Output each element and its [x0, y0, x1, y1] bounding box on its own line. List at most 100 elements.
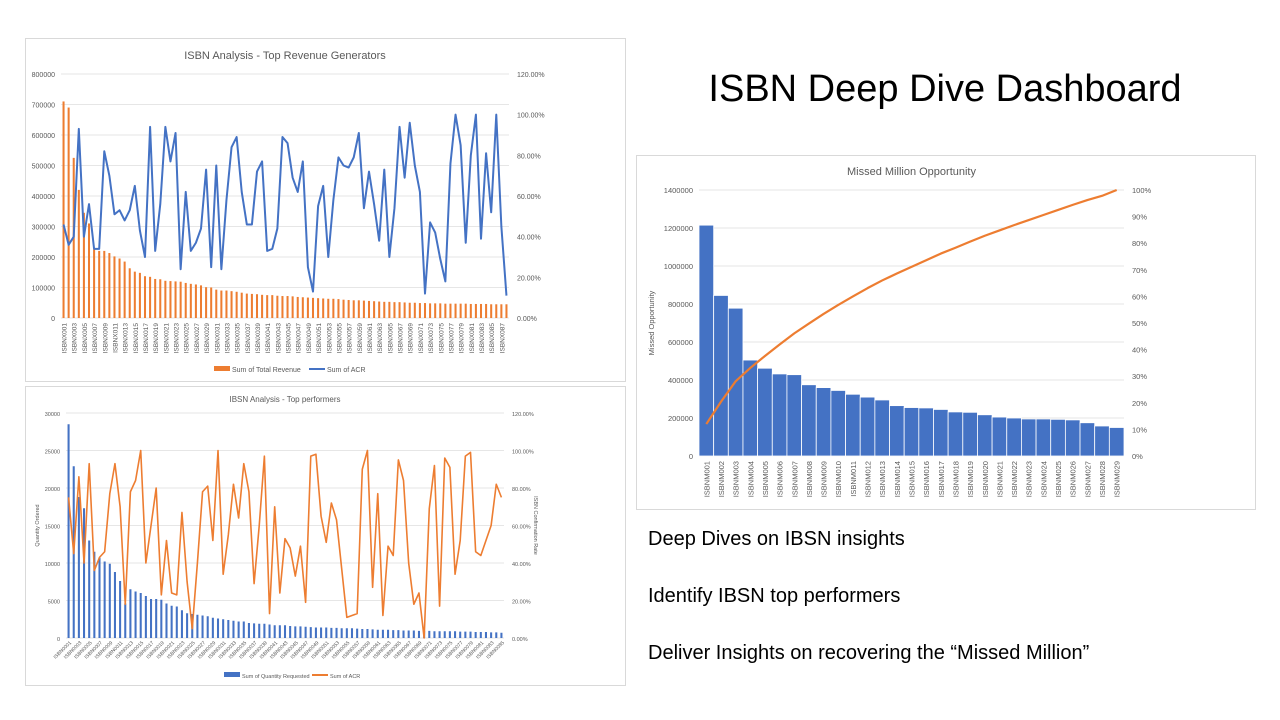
- bar: [143, 276, 147, 318]
- legend-label: Sum of ACR: [327, 367, 366, 374]
- x-tick-label: ISBNX017: [143, 323, 150, 354]
- x-tick-label: ISBNX019: [153, 323, 160, 354]
- bar: [159, 279, 162, 318]
- bar: [88, 540, 91, 638]
- bar: [366, 629, 369, 638]
- bar: [337, 299, 340, 318]
- x-tick-label: ISBNX027: [194, 323, 201, 354]
- bar: [210, 287, 213, 318]
- bar: [93, 249, 96, 318]
- y-tick-label: 30000: [45, 412, 60, 418]
- bar: [186, 613, 189, 638]
- bar: [500, 632, 503, 638]
- bar: [268, 624, 271, 638]
- y-tick-label: 200000: [32, 255, 55, 262]
- bar: [118, 258, 121, 318]
- x-tick-label: ISBNX081: [469, 323, 476, 354]
- bar: [505, 304, 508, 318]
- bullet-deep-dives: Deep Dives on IBSN insights: [648, 528, 905, 550]
- bar: [296, 296, 299, 318]
- y2-tick-label: 60%: [1132, 292, 1147, 301]
- y-tick-label: 15000: [45, 525, 60, 531]
- bar: [423, 303, 427, 318]
- x-tick-label: ISBNX005: [82, 323, 89, 354]
- bar: [449, 303, 452, 318]
- bar: [108, 563, 111, 638]
- x-tick-label: ISBNM010: [834, 461, 843, 497]
- bar: [160, 599, 163, 638]
- legend-label: Sum of Quantity Requested: [242, 674, 310, 680]
- bar: [991, 416, 1008, 457]
- bar: [771, 373, 788, 457]
- bar: [230, 291, 233, 318]
- bar: [347, 300, 350, 318]
- bar: [918, 407, 934, 457]
- x-tick-label: ISBNX025: [184, 323, 191, 354]
- y2-tick-label: 0.00%: [517, 316, 537, 323]
- bar: [479, 632, 482, 638]
- bar: [408, 302, 411, 318]
- bar: [155, 599, 158, 638]
- missed-million-chart-svg: Missed Million Opportunity 0 200000 400000 6…: [647, 166, 1152, 497]
- bar: [301, 297, 304, 318]
- chart-title: ISBN Analysis - Top Revenue Generators: [184, 50, 386, 62]
- x-tick-label: ISBNX059: [357, 323, 364, 354]
- bar: [464, 303, 467, 318]
- bar: [138, 272, 141, 318]
- bar: [357, 300, 360, 318]
- bullet-missed-million: Deliver Insights on recovering the “Miss…: [648, 642, 1090, 664]
- x-tick-label: ISBNM022: [1010, 461, 1019, 497]
- x-tick-label: ISBNX047: [296, 323, 303, 354]
- bar: [299, 626, 302, 638]
- bar: [417, 630, 421, 638]
- bar: [474, 303, 477, 318]
- legend-label: Sum of ACR: [330, 674, 360, 680]
- bar: [67, 107, 70, 318]
- bar: [845, 393, 861, 457]
- bar: [194, 284, 197, 318]
- bar: [174, 281, 177, 318]
- y-tick-label: 600000: [32, 133, 55, 140]
- x-tick-label: ISBNX009: [102, 323, 109, 354]
- y2-axis-title: ISBN Confirmation Rate: [532, 496, 538, 555]
- bar: [933, 409, 949, 457]
- y-tick-label: 20000: [45, 487, 60, 493]
- x-tick-label: ISBNX023: [174, 323, 181, 354]
- bar: [225, 290, 228, 318]
- x-tick-label: ISBNX071: [418, 323, 425, 354]
- x-tick-label: ISBNM021: [995, 461, 1004, 497]
- revenue-generators-chart: ISBN Analysis - Top Revenue Generators 0 1…: [25, 38, 626, 382]
- bar: [454, 631, 457, 638]
- x-tick-label: ISBNX057: [347, 323, 354, 354]
- bar: [286, 296, 289, 318]
- x-tick-label: ISBNM012: [864, 461, 873, 497]
- bar: [201, 615, 204, 638]
- x-tick-label: ISBNX073: [428, 323, 435, 354]
- bar: [418, 303, 421, 318]
- bar: [108, 253, 111, 318]
- bar: [429, 303, 432, 318]
- bar: [464, 631, 467, 638]
- bar: [245, 293, 248, 318]
- y2-tick-label: 50%: [1132, 319, 1147, 328]
- x-tick-label: ISBNX067: [398, 323, 405, 354]
- bar: [67, 424, 70, 638]
- x-tick-label: ISBNX001: [62, 323, 69, 354]
- missed-million-chart: Missed Million Opportunity 0 200000 400000 6…: [636, 155, 1256, 510]
- y-tick-label: 800000: [32, 72, 55, 79]
- bar: [134, 591, 137, 638]
- bar: [393, 302, 396, 318]
- bar: [352, 300, 355, 318]
- x-tick-label: ISBNX003: [72, 323, 79, 354]
- bar: [169, 281, 172, 318]
- bar: [232, 620, 235, 638]
- x-tick-label: ISBNM017: [937, 461, 946, 497]
- bar: [196, 614, 199, 638]
- bar: [392, 630, 395, 638]
- x-tick-label: ISBNM023: [1025, 461, 1034, 497]
- y-tick-label: 200000: [668, 414, 693, 423]
- bar: [407, 630, 410, 638]
- bar: [320, 627, 323, 638]
- slide-title: ISBN Deep Dive Dashboard: [708, 68, 1182, 110]
- x-tick-label: ISBNM001: [702, 461, 711, 497]
